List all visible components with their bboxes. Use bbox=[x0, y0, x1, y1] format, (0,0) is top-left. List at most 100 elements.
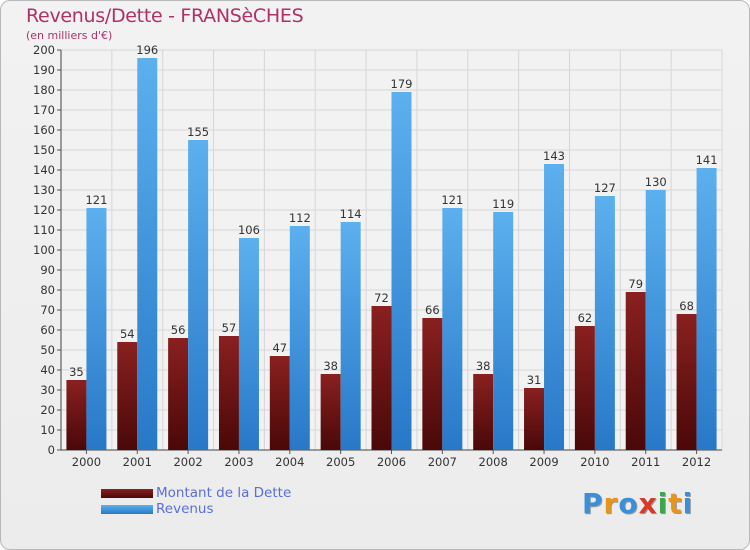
proxiti-logo: Proxiti bbox=[582, 487, 693, 520]
y-tick-label: 170 bbox=[33, 103, 55, 117]
y-tick-label: 70 bbox=[40, 303, 55, 317]
data-label: 62 bbox=[578, 311, 593, 325]
bar-revenus bbox=[493, 212, 514, 450]
y-tick-label: 10 bbox=[40, 423, 55, 437]
legend-label-revenus: Revenus bbox=[156, 501, 214, 517]
data-label: 57 bbox=[222, 321, 237, 335]
bar-debt bbox=[66, 380, 87, 450]
y-tick-label: 20 bbox=[40, 403, 55, 417]
data-labels: 35 121 54 196 56 155 57 106 47 112 38 114 72 179 66 121… bbox=[69, 43, 717, 387]
data-label: 31 bbox=[527, 373, 542, 387]
x-tick-label: 2012 bbox=[682, 455, 711, 469]
bar-revenus bbox=[391, 92, 412, 450]
bar-revenus bbox=[86, 208, 107, 450]
data-label: 56 bbox=[171, 323, 186, 337]
data-label: 38 bbox=[323, 359, 338, 373]
x-tick-label: 2002 bbox=[173, 455, 202, 469]
bar-revenus bbox=[544, 164, 565, 450]
legend-label-debt: Montant de la Dette bbox=[156, 485, 292, 501]
bar-debt bbox=[625, 292, 646, 450]
bar-debt bbox=[574, 326, 595, 450]
y-tick-label: 40 bbox=[40, 363, 55, 377]
data-label: 155 bbox=[187, 125, 209, 139]
bar-debt bbox=[473, 374, 494, 450]
bar-debt bbox=[218, 336, 239, 450]
chart-subtitle: (en milliers d'€) bbox=[26, 29, 113, 42]
y-tick-label: 160 bbox=[33, 123, 55, 137]
y-tick-label: 60 bbox=[40, 323, 55, 337]
data-label: 130 bbox=[645, 175, 667, 189]
y-tick-label: 30 bbox=[40, 383, 55, 397]
x-tick-label: 2011 bbox=[631, 455, 660, 469]
bar-revenus bbox=[442, 208, 463, 450]
data-label: 72 bbox=[374, 291, 389, 305]
bar-debt bbox=[320, 374, 341, 450]
bars bbox=[66, 58, 717, 450]
logo-letter: r bbox=[603, 487, 619, 520]
x-tick-label: 2003 bbox=[224, 455, 253, 469]
legend-swatch-debt bbox=[101, 489, 153, 498]
legend-swatch-revenus bbox=[101, 505, 153, 514]
y-tick-label: 120 bbox=[33, 203, 55, 217]
bar-revenus bbox=[188, 140, 209, 450]
data-label: 196 bbox=[136, 43, 158, 57]
x-tick-label: 2004 bbox=[275, 455, 304, 469]
logo-letter: o bbox=[618, 487, 639, 520]
y-tick-label: 90 bbox=[40, 263, 55, 277]
bar-debt bbox=[168, 338, 189, 450]
data-label: 121 bbox=[441, 193, 463, 207]
y-tick-label: 110 bbox=[33, 223, 55, 237]
logo-letter: i bbox=[657, 487, 669, 520]
bar-revenus bbox=[238, 238, 259, 450]
bar-revenus bbox=[696, 168, 717, 450]
data-label: 38 bbox=[476, 359, 491, 373]
y-tick-label: 190 bbox=[33, 63, 55, 77]
x-tick-label: 2008 bbox=[479, 455, 508, 469]
y-tick-label: 140 bbox=[33, 163, 55, 177]
data-label: 47 bbox=[272, 341, 287, 355]
logo-letter: i bbox=[682, 487, 694, 520]
x-tick-label: 2005 bbox=[326, 455, 355, 469]
logo-letter: x bbox=[638, 487, 658, 520]
bar-revenus bbox=[645, 190, 666, 450]
data-label: 112 bbox=[289, 211, 311, 225]
logo-letter: t bbox=[668, 487, 683, 520]
x-tick-label: 2006 bbox=[377, 455, 406, 469]
chart-title: Revenus/Dette - FRANSèCHES bbox=[26, 5, 304, 27]
bar-debt bbox=[676, 314, 697, 450]
data-label: 68 bbox=[679, 299, 694, 313]
data-label: 114 bbox=[340, 207, 362, 221]
bar-debt bbox=[117, 342, 138, 450]
y-tick-label: 130 bbox=[33, 183, 55, 197]
data-label: 119 bbox=[492, 197, 514, 211]
bar-debt bbox=[371, 306, 392, 450]
data-label: 106 bbox=[238, 223, 260, 237]
y-tick-label: 50 bbox=[40, 343, 55, 357]
bar-revenus bbox=[340, 222, 361, 450]
y-tick-label: 180 bbox=[33, 83, 55, 97]
data-label: 66 bbox=[425, 303, 440, 317]
bar-revenus bbox=[594, 196, 615, 450]
y-tick-label: 100 bbox=[33, 243, 55, 257]
x-tick-label: 2007 bbox=[428, 455, 457, 469]
bar-debt bbox=[422, 318, 443, 450]
bar-debt bbox=[524, 388, 545, 450]
bar-debt bbox=[269, 356, 290, 450]
bar-revenus bbox=[289, 226, 310, 450]
data-label: 141 bbox=[696, 153, 718, 167]
y-tick-label: 80 bbox=[40, 283, 55, 297]
data-label: 143 bbox=[543, 149, 565, 163]
y-tick-label: 0 bbox=[48, 443, 55, 457]
data-label: 35 bbox=[69, 365, 84, 379]
x-tick-label: 2010 bbox=[580, 455, 609, 469]
logo-letter: P bbox=[582, 487, 604, 520]
x-tick-label: 2001 bbox=[123, 455, 152, 469]
data-label: 179 bbox=[391, 77, 413, 91]
x-tick-label: 2009 bbox=[529, 455, 558, 469]
data-label: 79 bbox=[628, 277, 643, 291]
y-tick-label: 200 bbox=[33, 43, 55, 57]
data-label: 54 bbox=[120, 327, 135, 341]
data-label: 127 bbox=[594, 181, 616, 195]
y-tick-label: 150 bbox=[33, 143, 55, 157]
